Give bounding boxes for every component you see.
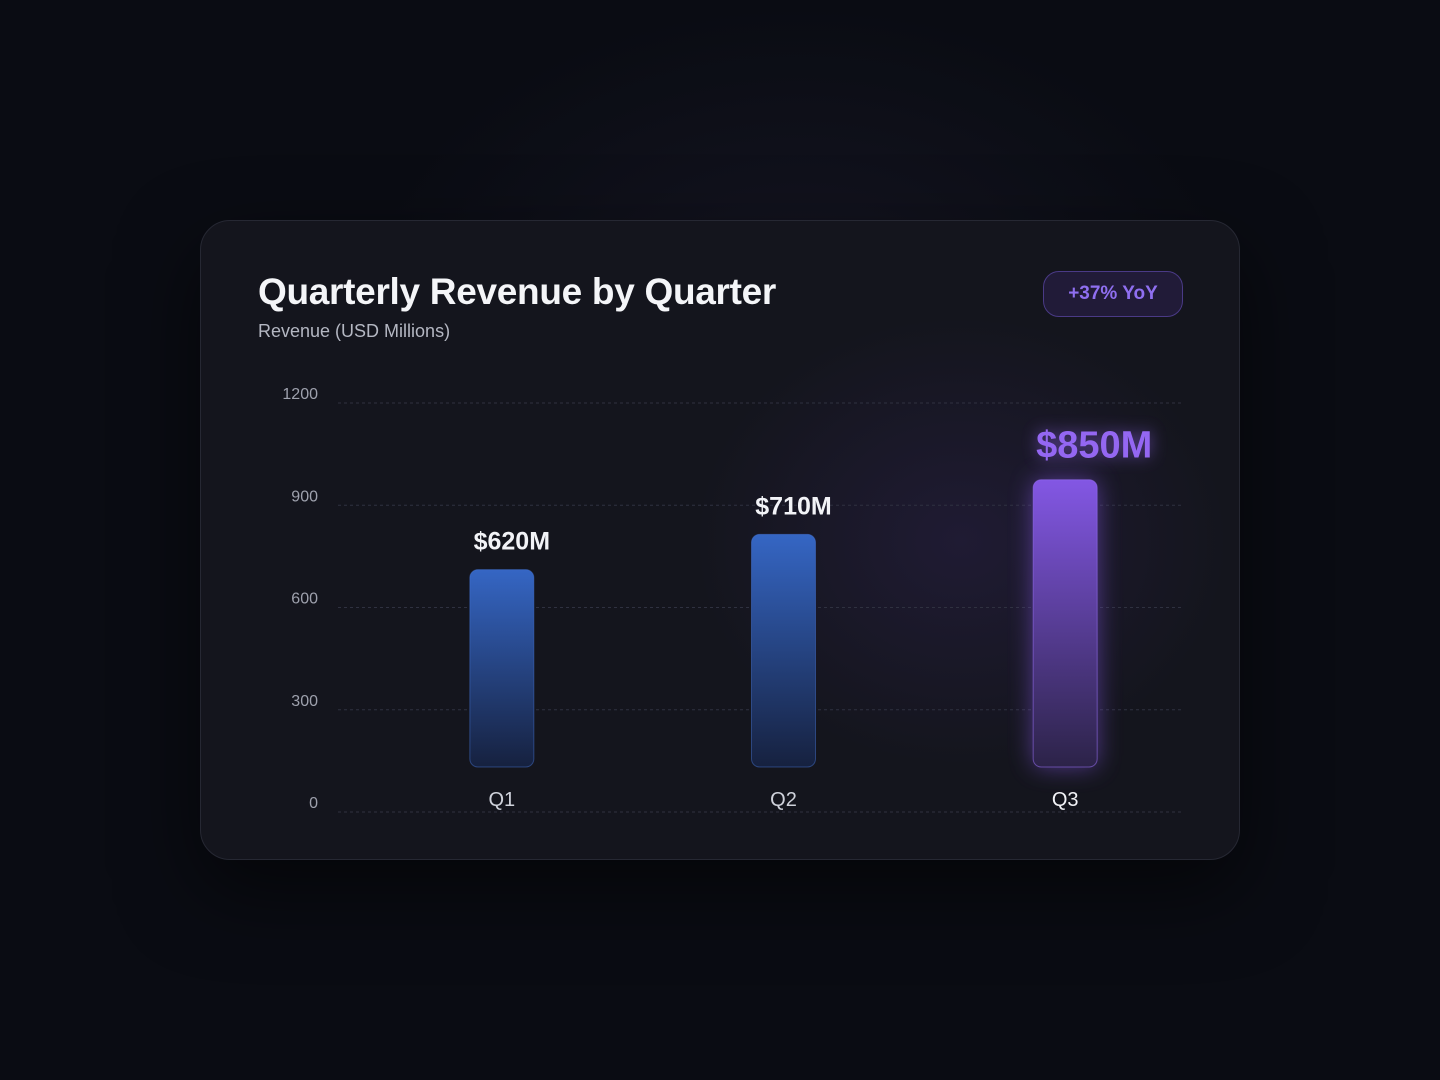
chart-card: Quarterly Revenue by Quarter Revenue (US… [200, 220, 1240, 860]
x-tick-label: Q3 [1052, 789, 1079, 811]
y-tick-label: 600 [291, 591, 318, 608]
x-tick-label: Q2 [770, 789, 797, 811]
data-label-q3: $850M [1036, 425, 1152, 467]
data-label-q2: $710M [755, 492, 831, 520]
y-tick-label: 300 [291, 693, 318, 710]
data-label-q1: $620M [474, 528, 550, 556]
bar-q3[interactable] [1032, 479, 1098, 768]
y-tick-label: 900 [291, 488, 318, 505]
chart-title: Quarterly Revenue by Quarter [258, 271, 777, 312]
chart-subtitle: Revenue (USD Millions) [258, 321, 451, 341]
x-tick-label: Q1 [488, 789, 515, 811]
data-label-glow: $850M [1036, 425, 1152, 467]
y-tick-label: 0 [309, 795, 318, 812]
y-tick-label: 1200 [282, 386, 318, 403]
bar-q2[interactable] [751, 533, 816, 768]
bar-q1[interactable] [469, 569, 535, 768]
yoy-badge: +37% YoY [1043, 271, 1183, 317]
